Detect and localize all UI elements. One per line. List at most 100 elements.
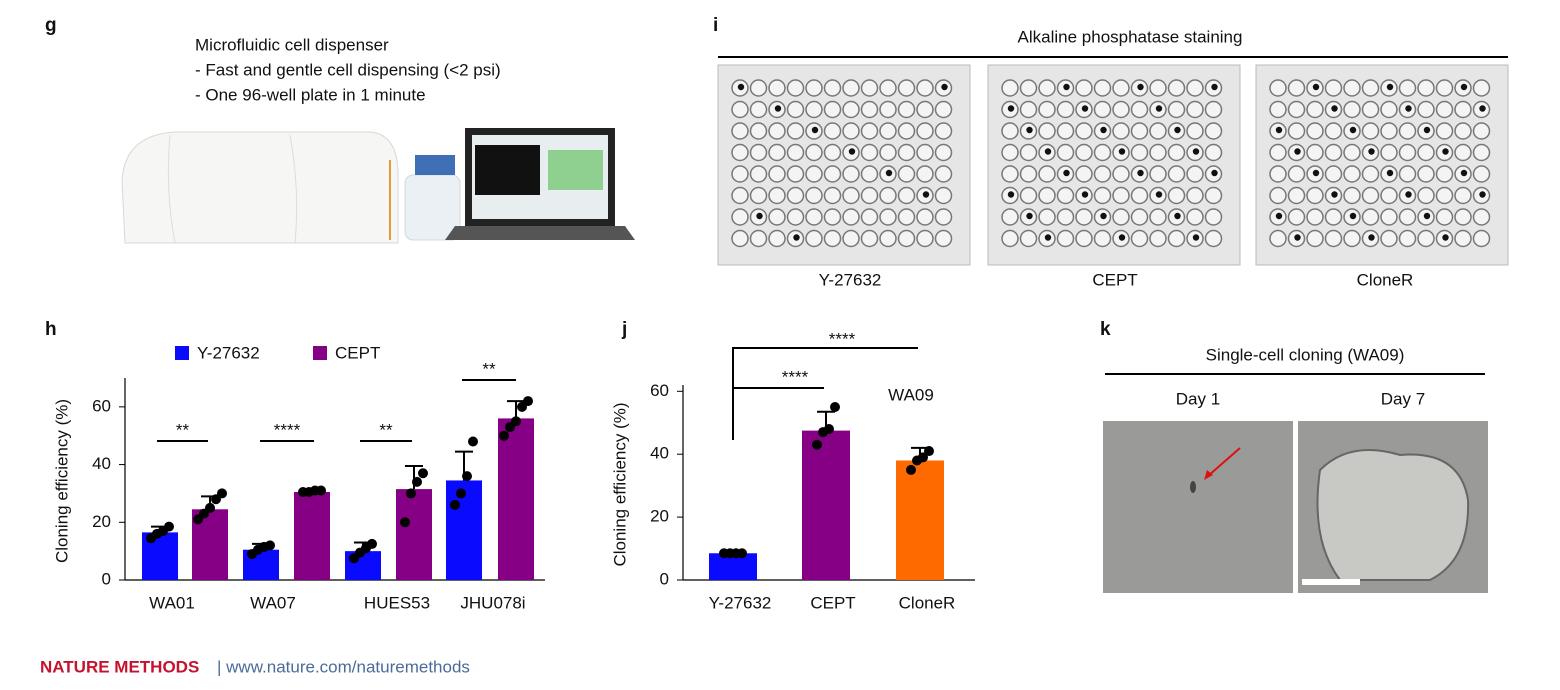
well xyxy=(1149,122,1167,140)
well xyxy=(1454,143,1472,162)
well xyxy=(786,79,805,97)
well xyxy=(768,165,786,183)
colony xyxy=(1081,105,1089,112)
well xyxy=(1112,186,1130,205)
well xyxy=(1093,79,1112,97)
micrographs xyxy=(1103,421,1488,593)
well xyxy=(1056,122,1075,140)
colony xyxy=(1405,191,1412,198)
well xyxy=(786,143,805,162)
colony xyxy=(1081,191,1089,198)
plate-label: Y-27632 xyxy=(819,270,882,289)
data-point xyxy=(511,416,521,427)
well xyxy=(1417,79,1435,97)
well xyxy=(1454,122,1472,140)
well xyxy=(1075,208,1093,226)
well xyxy=(1324,229,1343,248)
colony xyxy=(1423,126,1431,134)
well xyxy=(1186,79,1204,97)
colony xyxy=(793,234,800,241)
well xyxy=(1130,208,1149,226)
colony xyxy=(922,191,930,198)
bar xyxy=(896,460,944,580)
well xyxy=(1380,208,1398,226)
colony xyxy=(1211,169,1218,177)
well xyxy=(860,143,879,162)
well xyxy=(1204,208,1223,226)
well xyxy=(1398,79,1417,97)
well xyxy=(1149,143,1167,162)
well xyxy=(916,143,934,162)
well xyxy=(934,165,953,183)
colony xyxy=(1460,83,1468,91)
well xyxy=(1038,208,1056,226)
well xyxy=(842,208,860,226)
well xyxy=(897,122,916,140)
colony xyxy=(774,105,782,112)
colony xyxy=(1007,105,1015,112)
well xyxy=(897,100,916,119)
colony xyxy=(737,83,745,91)
well xyxy=(1001,208,1019,226)
colony xyxy=(1386,83,1394,91)
well xyxy=(823,100,842,119)
panel-letter: h xyxy=(45,319,57,340)
well xyxy=(823,122,842,140)
well xyxy=(1038,186,1056,205)
well xyxy=(1204,186,1223,205)
bar xyxy=(294,491,330,580)
well xyxy=(749,79,768,97)
plate-label: CloneR xyxy=(1357,270,1414,289)
well xyxy=(1019,165,1038,183)
well xyxy=(916,100,934,119)
significance-label: **** xyxy=(829,329,856,348)
well xyxy=(1167,100,1186,119)
well xyxy=(731,186,749,205)
well xyxy=(897,165,916,183)
panel-title: Single-cell cloning (WA09) xyxy=(1206,345,1405,364)
well xyxy=(1343,143,1361,162)
well xyxy=(1056,100,1075,119)
well xyxy=(1306,122,1324,140)
well xyxy=(786,122,805,140)
well xyxy=(1435,79,1454,97)
well xyxy=(860,100,879,119)
well xyxy=(1435,208,1454,226)
well xyxy=(805,79,823,97)
x-tick-label: HUES53 xyxy=(364,593,430,612)
well xyxy=(1186,165,1204,183)
data-point xyxy=(737,548,747,559)
colony xyxy=(1312,83,1320,91)
x-tick-label: WA07 xyxy=(250,593,296,612)
colony xyxy=(1479,191,1486,198)
well xyxy=(1001,229,1019,248)
well xyxy=(1269,79,1287,97)
well xyxy=(1093,186,1112,205)
colony xyxy=(1331,105,1338,112)
colony xyxy=(1026,212,1033,220)
well xyxy=(1112,208,1130,226)
well xyxy=(1343,186,1361,205)
well xyxy=(1056,208,1075,226)
well xyxy=(842,100,860,119)
well xyxy=(1167,186,1186,205)
legend-label: CEPT xyxy=(335,343,380,362)
well xyxy=(823,208,842,226)
well xyxy=(860,165,879,183)
data-point xyxy=(918,452,928,463)
well xyxy=(934,186,953,205)
well xyxy=(1417,186,1435,205)
well xyxy=(1186,122,1204,140)
dispenser-photo xyxy=(121,128,635,244)
well xyxy=(1343,100,1361,119)
well xyxy=(1472,208,1491,226)
data-point xyxy=(906,464,916,475)
well xyxy=(1186,100,1204,119)
colony xyxy=(1155,191,1163,198)
legend-label: Y-27632 xyxy=(197,343,260,362)
well xyxy=(1186,186,1204,205)
well xyxy=(1149,79,1167,97)
well xyxy=(1019,229,1038,248)
colony xyxy=(1331,191,1338,198)
well xyxy=(749,186,768,205)
